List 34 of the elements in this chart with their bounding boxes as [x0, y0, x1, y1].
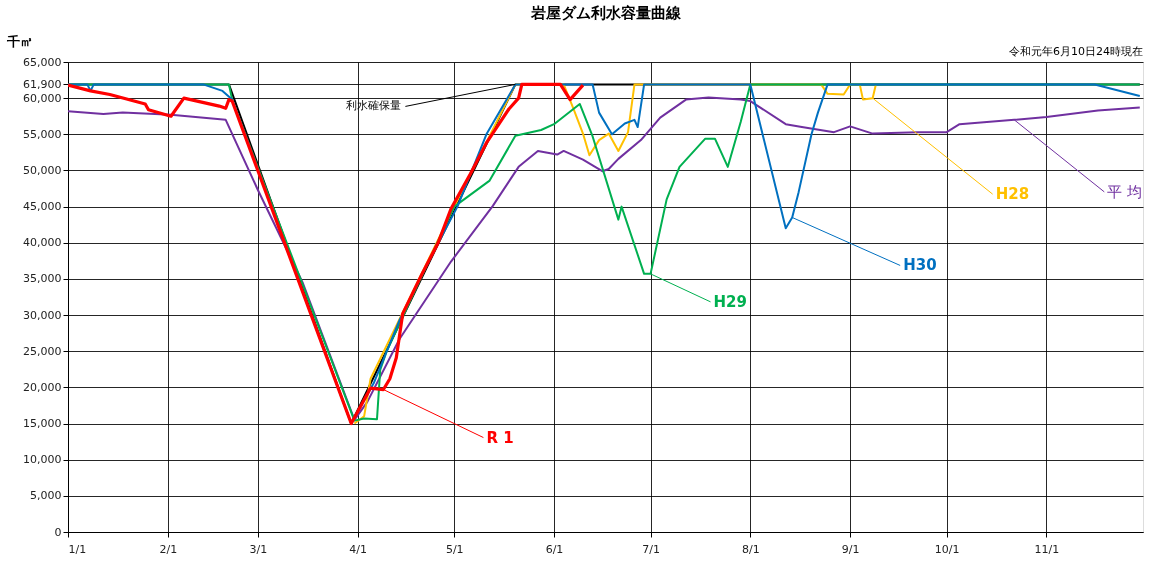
text: H29 — [713, 292, 747, 311]
text: H30 — [903, 256, 937, 275]
text: 平 均 — [1107, 182, 1143, 201]
x-tick-label: 9/1 — [841, 542, 860, 556]
y-tick-label: 35,000 — [23, 272, 62, 286]
y-tick-label: 30,000 — [23, 308, 62, 322]
x-tick-label: 5/1 — [445, 542, 464, 556]
y-tick-label: 0 — [54, 525, 62, 539]
x-tick-label: 2/1 — [159, 542, 178, 556]
x-tick-label: 6/1 — [545, 542, 564, 556]
x-tick-label: 3/1 — [249, 542, 268, 556]
y-tick-label: 25,000 — [23, 344, 62, 358]
y-tick-label: 61,900 — [23, 77, 62, 91]
y-tick-label: 55,000 — [23, 127, 62, 141]
x-tick-label: 8/1 — [741, 542, 760, 556]
y-tick-label: 15,000 — [23, 417, 62, 431]
text: H28 — [995, 185, 1030, 204]
x-tick-label: 11/1 — [1034, 542, 1060, 556]
chart-title: 岩屋ダム利水容量曲線 — [529, 4, 682, 22]
y-axis-title: 千㎥ — [5, 33, 33, 49]
text: R 1 — [486, 428, 514, 447]
y-tick-label: 5,000 — [30, 489, 62, 503]
x-tick-label: 4/1 — [349, 542, 368, 556]
x-tick-label: 10/1 — [934, 542, 960, 556]
y-tick-label: 65,000 — [23, 55, 62, 69]
y-tick-label: 10,000 — [23, 453, 62, 467]
y-tick-label: 60,000 — [23, 91, 62, 105]
y-tick-label: 45,000 — [23, 200, 62, 214]
chart-subtitle: 令和元年6月10日24時現在 — [1009, 45, 1143, 58]
y-tick-label: 50,000 — [23, 163, 62, 177]
y-tick-label: 20,000 — [23, 380, 62, 394]
y-tick-label: 40,000 — [23, 236, 62, 250]
x-tick-label: 7/1 — [642, 542, 660, 556]
x-tick-label: 1/1 — [68, 542, 87, 556]
